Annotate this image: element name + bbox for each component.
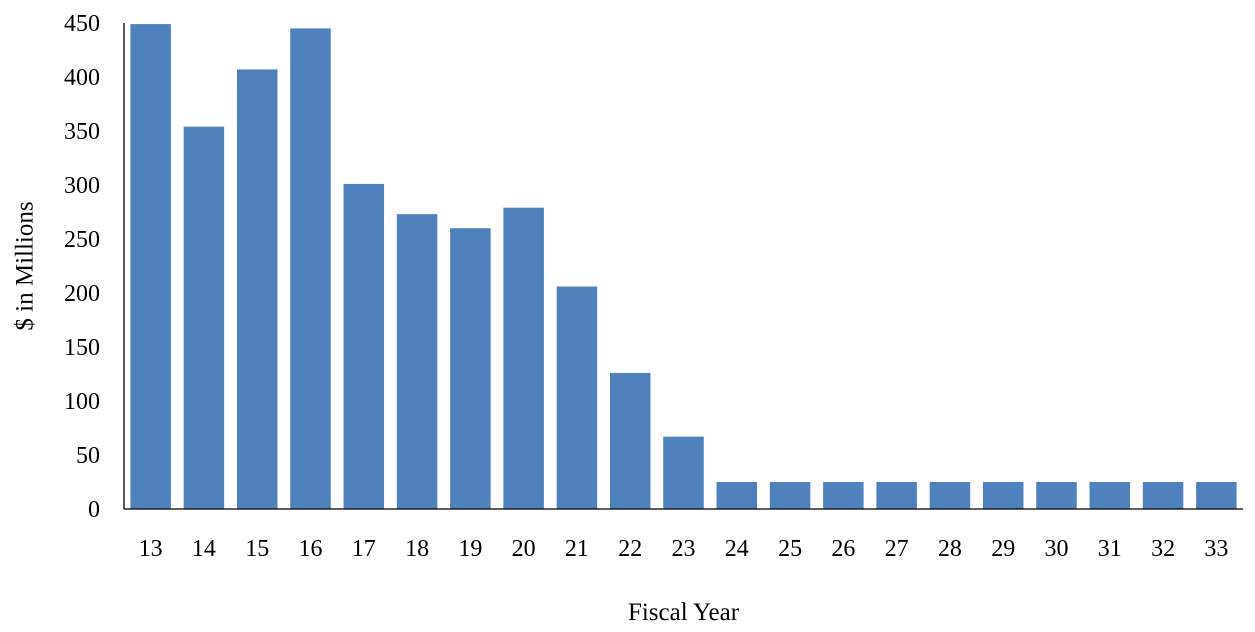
- y-axis-title: $ in Millions: [12, 201, 39, 330]
- x-tick-label: 23: [672, 536, 696, 562]
- bar-25: [769, 482, 811, 509]
- y-tick-label: 0: [88, 497, 100, 523]
- x-tick-label: 31: [1098, 536, 1122, 562]
- bars-group: [130, 24, 1237, 510]
- x-tick-label: 15: [245, 536, 269, 562]
- bar-29: [982, 482, 1024, 509]
- x-tick-label: 29: [991, 536, 1015, 562]
- x-tick-label: 21: [565, 536, 589, 562]
- bar-19: [450, 228, 491, 509]
- y-axis-ticks: 0 50 100 150 200 250 300 350 400 450: [64, 11, 100, 523]
- x-tick-label: 16: [299, 536, 323, 562]
- bar-13: [130, 24, 171, 510]
- bar-30: [1036, 482, 1077, 509]
- x-tick-label: 24: [725, 536, 749, 562]
- bar-24: [716, 482, 758, 509]
- y-tick-label: 150: [64, 335, 100, 361]
- bar-32: [1142, 482, 1184, 509]
- y-tick-label: 50: [76, 443, 100, 469]
- bar-18: [396, 214, 438, 509]
- y-tick-label: 350: [64, 119, 100, 145]
- x-tick-label: 32: [1151, 536, 1175, 562]
- y-tick-label: 300: [64, 173, 100, 199]
- x-axis-ticks: 13 14 15 16 17 18 19 20 21 22 23 24 25 26 27 28 29 30 31 32…: [139, 536, 1229, 562]
- y-tick-label: 100: [64, 389, 100, 415]
- x-axis-title: Fiscal Year: [628, 599, 740, 626]
- y-tick-label: 250: [64, 227, 100, 253]
- y-tick-label: 450: [64, 11, 100, 37]
- bar-27: [876, 482, 917, 509]
- x-tick-label: 17: [352, 536, 376, 562]
- x-tick-label: 22: [618, 536, 642, 562]
- bar-21: [556, 286, 598, 509]
- x-tick-label: 14: [192, 536, 216, 562]
- bar-23: [663, 436, 704, 509]
- x-tick-label: 18: [405, 536, 429, 562]
- x-tick-label: 13: [139, 536, 163, 562]
- x-tick-label: 26: [831, 536, 855, 562]
- bar-31: [1089, 482, 1131, 509]
- x-tick-label: 33: [1204, 536, 1228, 562]
- x-tick-label: 19: [458, 536, 482, 562]
- y-tick-label: 400: [64, 65, 100, 91]
- x-tick-label: 28: [938, 536, 962, 562]
- y-tick-label: 200: [64, 281, 100, 307]
- bar-14: [183, 126, 225, 510]
- bar-22: [609, 372, 651, 509]
- x-tick-label: 25: [778, 536, 802, 562]
- x-tick-label: 30: [1045, 536, 1069, 562]
- bar-16: [290, 28, 331, 510]
- bar-17: [343, 183, 385, 510]
- x-tick-label: 27: [885, 536, 909, 562]
- bar-20: [503, 207, 544, 509]
- bar-33: [1196, 482, 1237, 509]
- bar-15: [236, 69, 278, 509]
- x-tick-label: 20: [512, 536, 536, 562]
- bar-28: [929, 482, 971, 509]
- bar-26: [823, 482, 864, 509]
